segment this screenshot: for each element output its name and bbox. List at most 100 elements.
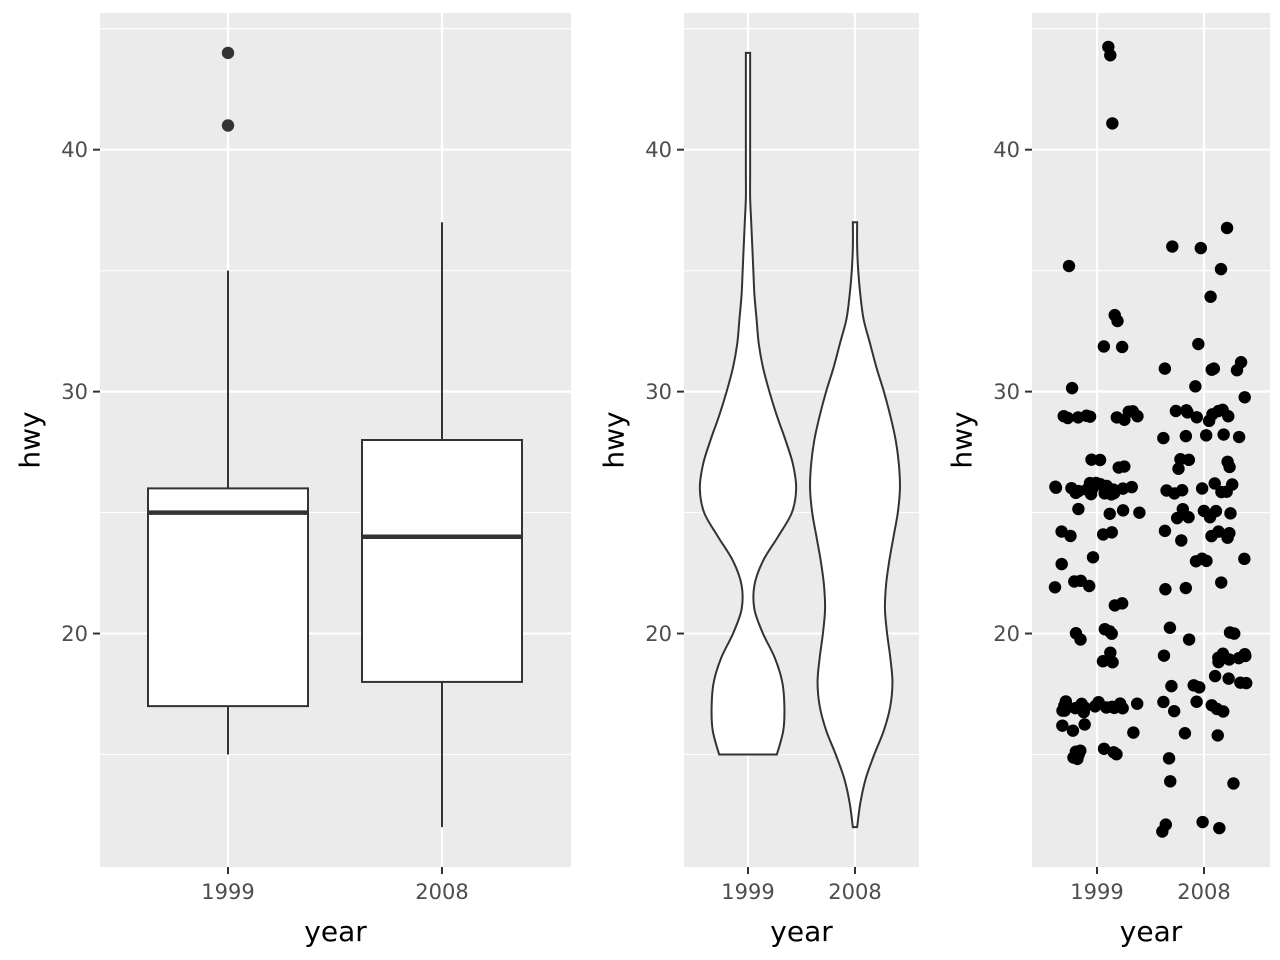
jitter-point xyxy=(1131,410,1144,423)
jitter-point xyxy=(1157,431,1170,445)
jitter-point xyxy=(1158,524,1172,538)
jitter-point xyxy=(1175,484,1189,497)
jitter-point xyxy=(1190,411,1203,424)
x-tick-label: 1999 xyxy=(1070,880,1123,904)
jitter-point xyxy=(1178,727,1192,740)
y-tick-label: 20 xyxy=(61,622,88,646)
jitter-point xyxy=(1205,699,1218,712)
jitter-point xyxy=(1071,752,1084,766)
jitter-point xyxy=(1179,429,1193,443)
jitter-point xyxy=(1167,704,1181,718)
y-tick-label: 40 xyxy=(61,138,88,162)
jitter-point xyxy=(1199,429,1213,442)
jitter-point xyxy=(1115,340,1129,354)
jitter-point xyxy=(1222,410,1235,423)
jitter-point xyxy=(1209,504,1223,518)
jitter-point xyxy=(1222,672,1235,685)
jitter-point xyxy=(1195,482,1209,495)
jitter-point xyxy=(1170,511,1184,525)
jitter-point xyxy=(1106,656,1119,669)
y-axis-title: hwy xyxy=(598,411,631,468)
jitter-point xyxy=(1068,575,1081,588)
x-axis-title: year xyxy=(1120,915,1183,948)
jitter-point xyxy=(1105,627,1118,640)
jitter-point xyxy=(1083,579,1096,593)
jitter-point xyxy=(1089,476,1103,490)
jitter-point xyxy=(1078,718,1091,731)
jitter-point xyxy=(1088,700,1102,713)
y-tick-label: 20 xyxy=(993,622,1020,646)
jitter-point xyxy=(1163,621,1177,634)
jitter-point xyxy=(1221,455,1234,469)
jitter-point xyxy=(1172,462,1185,475)
panel-2: 20 30 40 1999 2008 year hwy xyxy=(598,13,919,948)
jitter-point xyxy=(1072,502,1085,516)
jitter-point xyxy=(1111,314,1124,328)
jitter-point xyxy=(1182,511,1195,524)
box-2008 xyxy=(361,439,523,683)
y-tick-label: 30 xyxy=(993,380,1020,404)
jitter-point xyxy=(1179,581,1193,595)
jitter-point xyxy=(1227,777,1240,790)
jitter-point xyxy=(1055,525,1068,538)
x-tick-label: 2008 xyxy=(1177,880,1230,904)
y-tick-label: 40 xyxy=(645,138,672,162)
jitter-point xyxy=(1159,583,1172,596)
jitter-point xyxy=(1220,221,1234,235)
jitter-point xyxy=(1062,259,1076,273)
jitter-point xyxy=(1056,719,1069,732)
jitter-point xyxy=(1194,241,1208,255)
jitter-point xyxy=(1080,409,1093,422)
jitter-point xyxy=(1208,477,1221,490)
y-tick-label: 20 xyxy=(645,622,672,646)
jitter-point xyxy=(1065,381,1079,395)
jitter-point xyxy=(1116,504,1130,517)
jitter-point xyxy=(1160,484,1173,497)
jitter-point xyxy=(1118,413,1131,426)
jitter-point xyxy=(1215,576,1228,589)
jitter-point xyxy=(1169,404,1183,418)
jitter-point xyxy=(1222,653,1236,666)
jitter-point xyxy=(1234,676,1247,689)
jitter-point xyxy=(1212,651,1225,664)
jitter-point xyxy=(1049,480,1062,493)
jitter-point xyxy=(1182,453,1196,467)
y-tick-label: 40 xyxy=(993,138,1020,162)
jitter-point xyxy=(1204,290,1217,303)
jitter-point xyxy=(1165,679,1178,693)
jitter-point xyxy=(1077,705,1090,719)
jitter-point xyxy=(1238,552,1251,566)
jitter-point xyxy=(1127,726,1140,739)
jitter-point xyxy=(1086,551,1100,564)
jitter-point xyxy=(1223,526,1236,540)
jitter-point xyxy=(1224,507,1237,520)
jitter-point xyxy=(1175,534,1188,547)
jitter-point xyxy=(1093,453,1107,467)
jitter-point xyxy=(1066,724,1080,737)
violin-1999 xyxy=(698,51,798,756)
jitter-point xyxy=(1108,701,1121,715)
jitter-point xyxy=(1048,581,1062,594)
jitter-point xyxy=(1162,752,1176,765)
box-outlier-point xyxy=(221,119,235,132)
jitter-point xyxy=(1104,484,1118,498)
y-axis-title: hwy xyxy=(14,411,47,468)
jitter-point xyxy=(1104,646,1117,659)
jitter-point xyxy=(1212,525,1225,538)
jitter-point xyxy=(1102,40,1115,54)
jitter-point xyxy=(1238,391,1251,404)
jitter-point xyxy=(1158,362,1172,375)
jitter-point xyxy=(1096,528,1110,541)
jitter-point xyxy=(1097,742,1111,755)
jitter-point xyxy=(1157,649,1171,662)
jitter-point xyxy=(1207,362,1221,375)
jitter-point xyxy=(1200,554,1213,568)
jitter-point xyxy=(1182,633,1196,646)
x-axis-title: year xyxy=(304,915,367,948)
jitter-point xyxy=(1208,669,1222,683)
jitter-point xyxy=(1166,240,1179,253)
jitter-point xyxy=(1232,430,1246,444)
violin-2008 xyxy=(809,221,901,829)
jitter-point xyxy=(1232,651,1245,665)
